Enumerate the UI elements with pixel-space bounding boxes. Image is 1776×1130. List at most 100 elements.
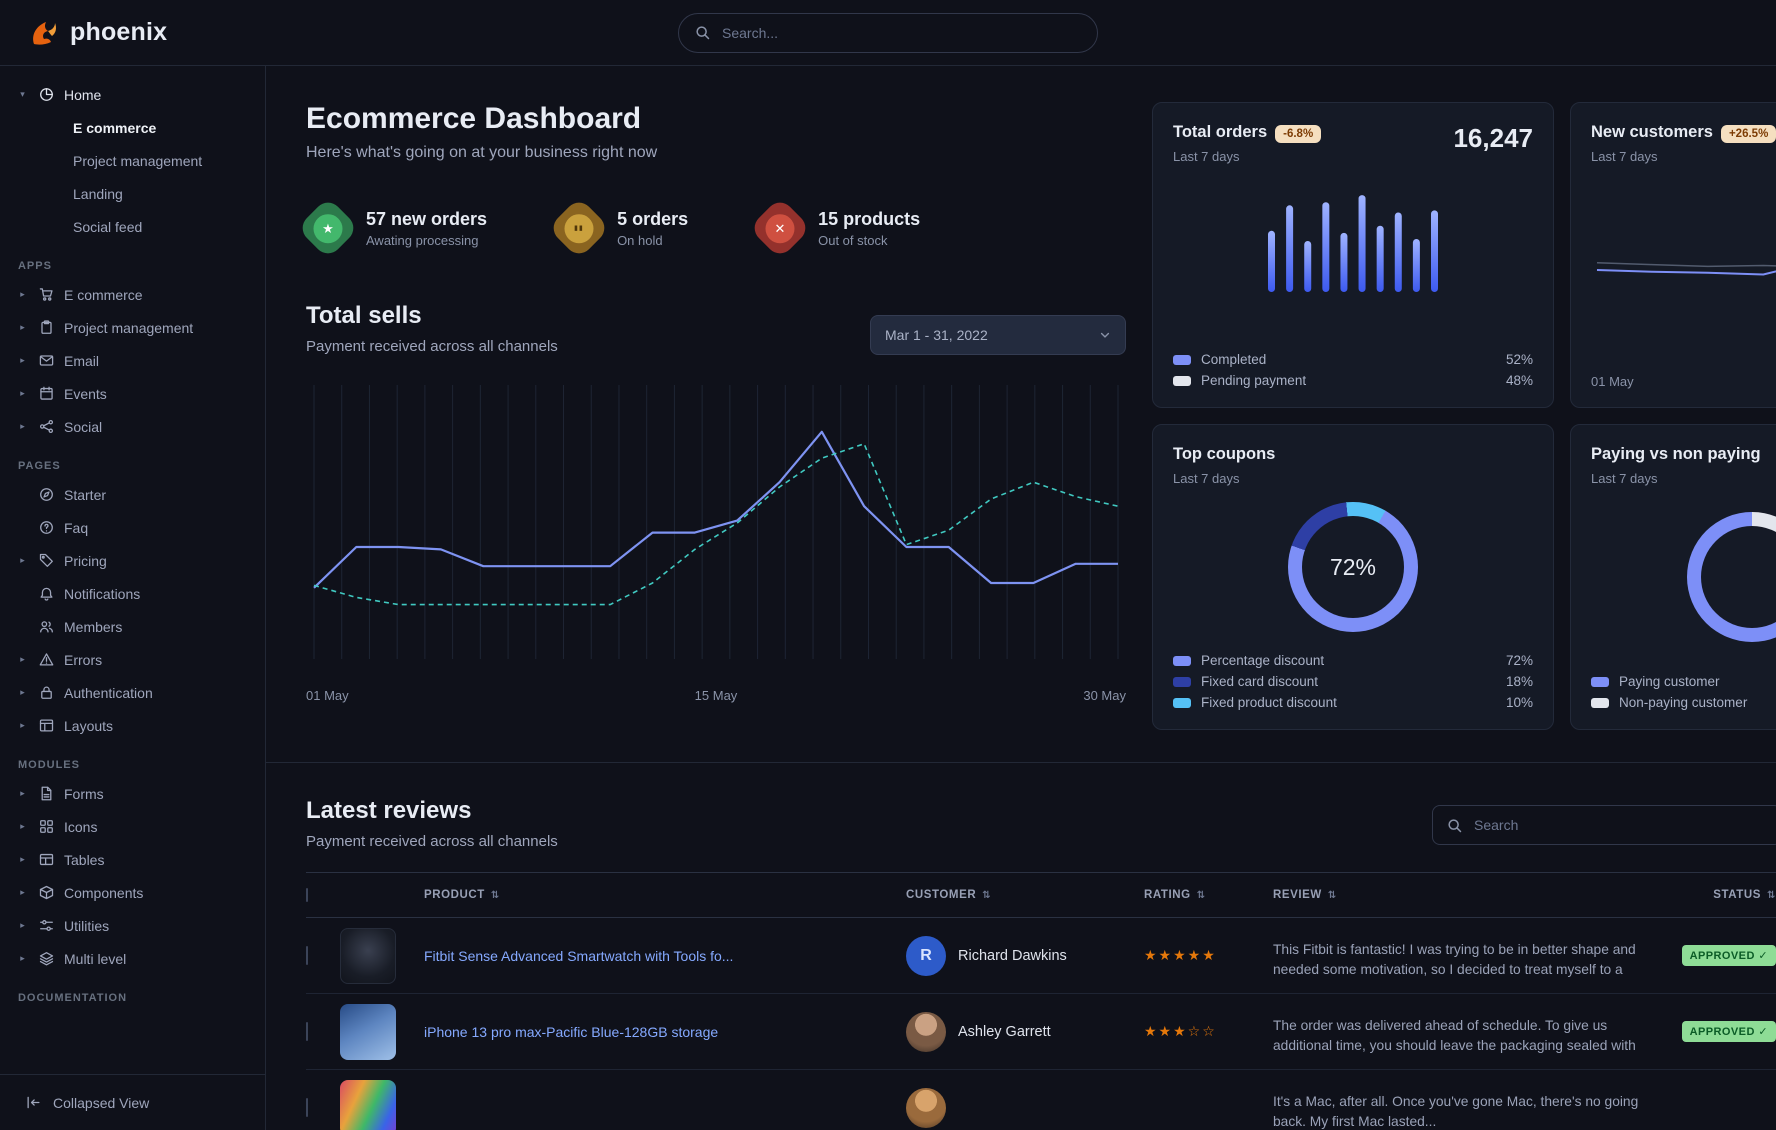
column-header-review[interactable]: REVIEW ⇅ xyxy=(1273,889,1676,901)
sidebar-item-tables[interactable]: ▸ Tables xyxy=(16,843,249,876)
caret-right-icon: ▸ xyxy=(20,821,25,831)
sidebar-subitem-e-commerce[interactable]: E commerce xyxy=(73,119,157,136)
legend-item: Fixed card discount 18% xyxy=(1173,671,1533,692)
sidebar-item-social[interactable]: ▸ Social xyxy=(16,410,249,443)
customer-avatar[interactable] xyxy=(906,1087,946,1128)
sidebar-section-modules: MODULES xyxy=(18,759,80,771)
sidebar-item-label: Icons xyxy=(64,818,98,835)
bell-icon xyxy=(37,586,56,602)
sidebar-item-icons[interactable]: ▸ Icons xyxy=(16,810,249,843)
caret-right-icon: ▸ xyxy=(20,854,25,864)
sidebar-subitem-social-feed[interactable]: Social feed xyxy=(73,218,143,235)
column-header-status[interactable]: STATUS ⇅ xyxy=(1713,889,1776,901)
mail-icon xyxy=(37,353,56,369)
row-checkbox[interactable] xyxy=(306,1097,308,1117)
sidebar-item-authentication[interactable]: ▸ Authentication xyxy=(16,676,249,709)
row-checkbox[interactable] xyxy=(306,1021,308,1041)
donut-center-value: 72% xyxy=(1329,553,1377,580)
legend-swatch xyxy=(1173,697,1191,708)
sidebar-item-multi-level[interactable]: ▸ Multi level xyxy=(16,942,249,975)
chevron-down-icon xyxy=(1099,329,1111,341)
page-title: Ecommerce Dashboard xyxy=(306,102,642,135)
users-icon xyxy=(37,619,56,635)
stat-awating-processing: ★ 57 new orders Awating processing xyxy=(296,196,487,260)
product-cell: Fitbit Sense Advanced Smartwatch with To… xyxy=(424,948,906,964)
sidebar-item-home[interactable]: ▾ Home xyxy=(16,78,249,111)
sliders-icon xyxy=(37,918,56,934)
sort-icon: ⇅ xyxy=(982,889,992,901)
legend-label: Percentage discount xyxy=(1201,653,1325,668)
layout-icon xyxy=(37,718,56,734)
customer-avatar[interactable]: R xyxy=(906,935,946,976)
card-period: Last 7 days xyxy=(1591,471,1658,486)
sidebar-item-e-commerce[interactable]: ▸ E commerce xyxy=(16,278,249,311)
status-cell: APPROVED ✓ xyxy=(1681,945,1776,966)
sidebar: ▾ Home E commerce Project management Landing… xyxy=(0,66,266,1130)
column-header-customer[interactable]: CUSTOMER ⇅ xyxy=(906,889,1144,901)
sidebar-subitem-project-management[interactable]: Project management xyxy=(73,152,203,169)
sidebar-subitem-landing[interactable]: Landing xyxy=(73,185,123,202)
latest-reviews-section: Latest reviews Payment received across a… xyxy=(266,762,1776,1130)
product-thumbnail[interactable] xyxy=(340,927,396,984)
legend-value: 18% xyxy=(1505,674,1533,689)
sidebar-item-errors[interactable]: ▸ Errors xyxy=(16,643,249,676)
product-link[interactable]: iPhone 13 pro max-Pacific Blue-128GB sto… xyxy=(424,1023,719,1040)
global-search-input[interactable] xyxy=(720,23,1081,42)
sidebar-item-email[interactable]: ▸ Email xyxy=(16,344,249,377)
sort-icon: ⇅ xyxy=(490,889,500,901)
stat-out-of-stock: ✕ 15 products Out of stock xyxy=(748,196,920,260)
product-cell: iPhone 13 pro max-Pacific Blue-128GB sto… xyxy=(424,1024,906,1040)
caret-right-icon: ▸ xyxy=(20,555,25,565)
select-all-checkbox[interactable] xyxy=(306,888,308,902)
sidebar-item-label: Email xyxy=(64,352,100,369)
product-thumbnail[interactable] xyxy=(340,1003,396,1060)
sidebar-item-label: Starter xyxy=(64,486,107,503)
rating-stars: ★★★★★ xyxy=(1144,947,1217,963)
reviews-search[interactable] xyxy=(1432,805,1776,845)
sidebar-item-project-management[interactable]: ▸ Project management xyxy=(16,311,249,344)
sidebar-item-events[interactable]: ▸ Events xyxy=(16,377,249,410)
caret-right-icon: ▸ xyxy=(20,788,25,798)
legend-value: 48% xyxy=(1505,373,1533,388)
caret-right-icon: ▸ xyxy=(20,421,25,431)
global-search[interactable] xyxy=(678,12,1098,53)
card-title: New customers xyxy=(1591,123,1713,141)
sidebar-item-components[interactable]: ▸ Components xyxy=(16,876,249,909)
sidebar-item-label: Components xyxy=(64,884,144,901)
collapse-view-toggle[interactable]: Collapsed View xyxy=(0,1074,265,1130)
sidebar-item-forms[interactable]: ▸ Forms xyxy=(16,777,249,810)
product-thumbnail[interactable] xyxy=(340,1079,396,1130)
stat-text: 57 new orders Awating processing xyxy=(366,209,487,248)
reviews-search-input[interactable] xyxy=(1472,816,1767,834)
column-header-product[interactable]: PRODUCT ⇅ xyxy=(424,889,906,901)
top-coupons-donut-chart: 72% xyxy=(1288,502,1418,632)
caret-right-icon: ▸ xyxy=(20,687,25,697)
card-period: Last 7 days xyxy=(1591,149,1658,164)
customer-avatar[interactable] xyxy=(906,1011,946,1052)
column-header-rating[interactable]: RATING ⇅ xyxy=(1144,889,1273,901)
star-ribbon-icon: ★ xyxy=(296,196,360,260)
top-coupons-legend: Percentage discount 72% Fixed card discoun… xyxy=(1173,650,1533,713)
card-title: Top coupons xyxy=(1173,445,1276,463)
brand-logo[interactable]: phoenix xyxy=(28,17,167,49)
customer-cell: Ashley Garrett xyxy=(906,1011,1144,1052)
warning-icon xyxy=(37,652,56,668)
sidebar-item-faq[interactable]: Faq xyxy=(16,511,249,544)
page-subtitle: Here's what's going on at your business … xyxy=(306,144,658,161)
sidebar-item-members[interactable]: Members xyxy=(16,610,249,643)
change-badge: -6.8% xyxy=(1275,125,1322,143)
product-link[interactable]: Fitbit Sense Advanced Smartwatch with To… xyxy=(424,947,734,964)
date-range-select[interactable]: Mar 1 - 31, 2022 xyxy=(870,315,1126,355)
caret-right-icon: ▸ xyxy=(20,654,25,664)
sidebar-item-utilities[interactable]: ▸ Utilities xyxy=(16,909,249,942)
table-icon xyxy=(37,852,56,868)
row-checkbox[interactable] xyxy=(306,945,308,965)
compass-icon xyxy=(37,487,56,503)
sidebar-item-notifications[interactable]: Notifications xyxy=(16,577,249,610)
sidebar-item-starter[interactable]: Starter xyxy=(16,478,249,511)
sidebar-item-pricing[interactable]: ▸ Pricing xyxy=(16,544,249,577)
sidebar-item-label: Authentication xyxy=(64,684,153,701)
sidebar-item-layouts[interactable]: ▸ Layouts xyxy=(16,709,249,742)
x-tick: 01 May xyxy=(306,688,349,703)
sidebar-item-label: Events xyxy=(64,385,107,402)
